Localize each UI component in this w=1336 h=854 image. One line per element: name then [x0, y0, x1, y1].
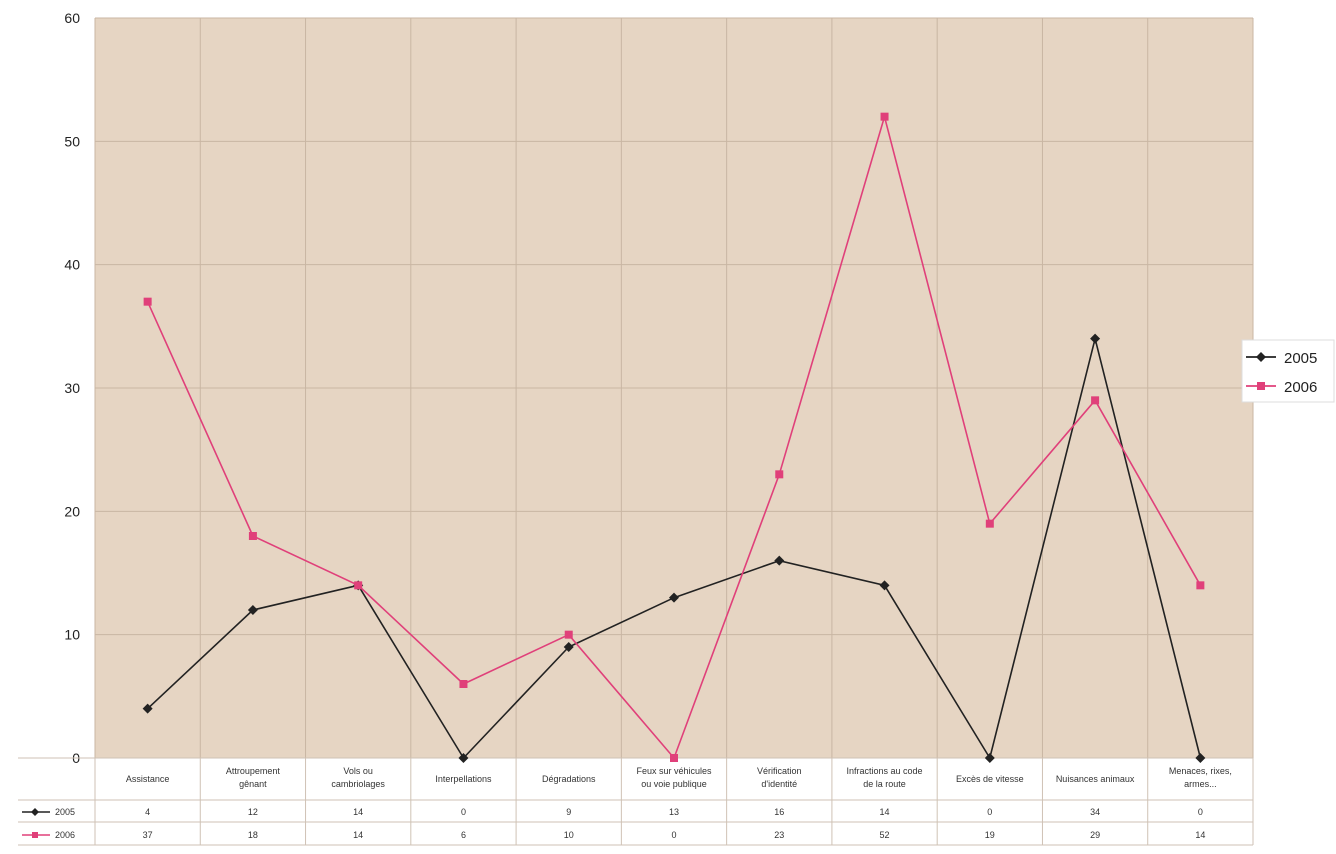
table-cell-2005: 4	[145, 807, 150, 817]
table-cell-2006: 14	[1195, 830, 1205, 840]
legend-marker-2006	[1257, 382, 1265, 390]
data-point-2005	[142, 703, 153, 714]
y-tick-label: 30	[64, 380, 80, 396]
category-label: de la route	[863, 779, 906, 789]
table-cell-2005: 16	[774, 807, 784, 817]
data-point-2006	[248, 532, 257, 540]
table-cell-2006: 10	[564, 830, 574, 840]
table-cell-2005: 0	[987, 807, 992, 817]
data-point-2005	[563, 642, 574, 652]
table-cell-2006: 19	[985, 830, 995, 840]
table-cell-2006: 6	[461, 830, 466, 840]
table-cell-2006: 18	[248, 830, 258, 840]
category-label: armes...	[1184, 779, 1217, 789]
table-cell-2005: 14	[880, 807, 890, 817]
category-label: Interpellations	[435, 774, 492, 784]
category-label: Excès de vitesse	[956, 774, 1024, 784]
category-label: Vérification	[757, 766, 802, 776]
table-row-label: 2005	[55, 807, 75, 817]
legend-marker-2005	[1256, 352, 1266, 362]
table-cell-2006: 0	[671, 830, 676, 840]
table-cell-2006: 14	[353, 830, 363, 840]
category-label: Dégradations	[542, 774, 596, 784]
data-point-2006	[459, 680, 468, 688]
y-tick-label: 50	[64, 133, 80, 149]
data-point-2006	[564, 630, 573, 639]
y-tick-label: 40	[64, 257, 80, 273]
category-label: d'identité	[761, 779, 797, 789]
data-point-2006	[354, 581, 363, 590]
y-tick-label: 20	[64, 503, 80, 519]
category-label: Infractions au code	[847, 766, 923, 776]
data-point-2005	[458, 753, 469, 763]
data-point-2005	[1090, 333, 1101, 344]
category-label: ou voie publique	[641, 779, 707, 789]
table-cell-2005: 34	[1090, 807, 1100, 817]
data-point-2005	[1195, 753, 1206, 763]
data-point-2006	[1196, 581, 1205, 590]
table-cell-2005: 0	[1198, 807, 1203, 817]
data-point-2006	[143, 297, 152, 306]
table-legend-marker-2006	[32, 832, 38, 838]
data-point-2006	[670, 754, 678, 762]
table-cell-2005: 0	[461, 807, 466, 817]
table-row-label: 2006	[55, 830, 75, 840]
table-cell-2006: 37	[143, 830, 153, 840]
data-point-2005	[984, 753, 995, 763]
table-cell-2006: 52	[880, 830, 890, 840]
category-label: Menaces, rixes,	[1169, 766, 1232, 776]
data-point-2005	[879, 580, 890, 591]
category-label: Vols ou	[343, 766, 373, 776]
table-cell-2005: 13	[669, 807, 679, 817]
category-label: Feux sur véhicules	[636, 766, 712, 776]
category-label: cambriolages	[331, 779, 385, 789]
legend-label-2006: 2006	[1284, 379, 1317, 396]
table-legend-marker-2005	[31, 808, 39, 816]
category-label: Nuisances animaux	[1056, 774, 1135, 784]
category-label: Assistance	[126, 774, 170, 784]
data-point-2005	[247, 605, 258, 615]
y-tick-label: 60	[64, 10, 80, 26]
data-point-2006	[880, 112, 889, 121]
table-cell-2005: 12	[248, 807, 258, 817]
table-cell-2006: 23	[774, 830, 784, 840]
category-label: Attroupement	[226, 766, 281, 776]
y-tick-label: 10	[64, 627, 80, 643]
data-point-2005	[774, 555, 785, 566]
legend-label-2005: 2005	[1284, 350, 1317, 367]
table-cell-2005: 14	[353, 807, 363, 817]
category-label: gênant	[239, 779, 267, 789]
data-point-2006	[985, 519, 994, 528]
table-cell-2005: 9	[566, 807, 571, 817]
data-point-2006	[1091, 396, 1100, 405]
table-cell-2006: 29	[1090, 830, 1100, 840]
legend-box	[1241, 339, 1335, 403]
data-point-2005	[669, 592, 679, 603]
data-point-2006	[775, 470, 784, 479]
